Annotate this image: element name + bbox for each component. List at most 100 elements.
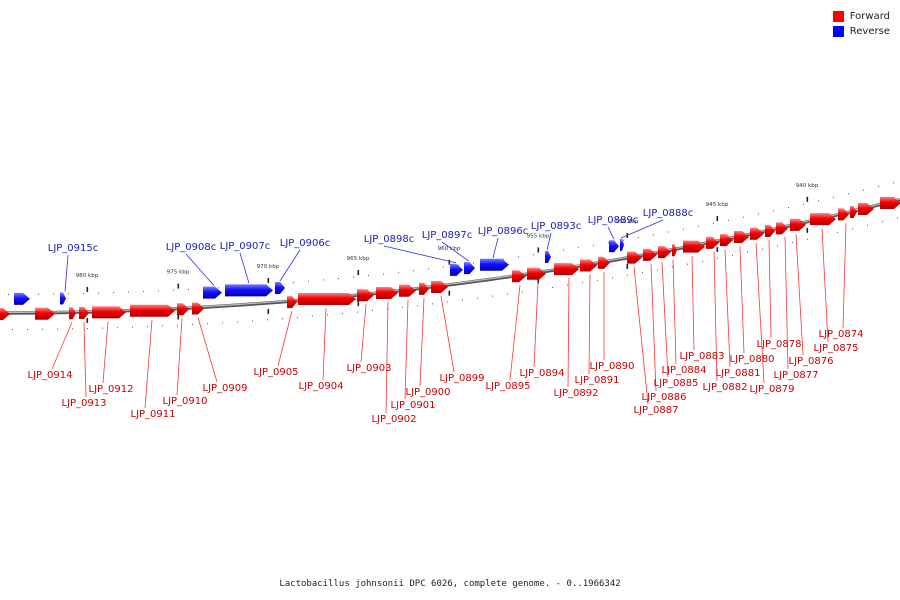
gene-label-forward: LJP_0884 bbox=[662, 365, 707, 376]
leader-line bbox=[279, 249, 301, 282]
leader-line bbox=[588, 274, 591, 375]
minor-tick bbox=[878, 186, 879, 188]
legend: Forward Reverse bbox=[832, 9, 890, 39]
forward-gene bbox=[512, 270, 526, 283]
leader-line bbox=[404, 299, 409, 400]
minor-tick bbox=[338, 278, 339, 280]
forward-gene bbox=[750, 227, 764, 240]
leader-line bbox=[509, 285, 521, 381]
leader-line bbox=[83, 322, 87, 398]
minor-tick bbox=[158, 290, 159, 292]
minor-tick bbox=[72, 328, 73, 330]
leader-line bbox=[784, 236, 789, 370]
gene-label-forward: LJP_0910 bbox=[163, 396, 208, 407]
forward-gene bbox=[776, 222, 788, 235]
forward-gene bbox=[790, 218, 806, 231]
forward-gene bbox=[643, 248, 657, 261]
minor-tick bbox=[312, 315, 313, 317]
forward-gene bbox=[598, 256, 610, 269]
forward-gene bbox=[399, 284, 416, 297]
reverse-gene bbox=[14, 292, 30, 305]
leader-line bbox=[821, 228, 829, 343]
forward-gene bbox=[192, 302, 204, 315]
minor-tick bbox=[132, 326, 133, 328]
gene-label-reverse: LJP_0896c bbox=[478, 226, 529, 237]
minor-tick bbox=[503, 258, 504, 260]
minor-tick bbox=[852, 228, 853, 230]
leader-line bbox=[144, 319, 153, 409]
forward-gene bbox=[627, 251, 642, 264]
minor-tick bbox=[428, 268, 429, 270]
forward-gene bbox=[357, 289, 374, 302]
reverse-gene bbox=[450, 263, 463, 276]
gene-label-forward: LJP_0879 bbox=[750, 384, 795, 395]
minor-tick bbox=[593, 244, 594, 246]
reverse-gene bbox=[464, 262, 475, 275]
forward-gene bbox=[734, 231, 749, 244]
genome-backbone bbox=[0, 197, 900, 315]
minor-tick bbox=[758, 213, 759, 215]
leader-line bbox=[419, 297, 425, 387]
minor-tick bbox=[27, 328, 28, 330]
leader-line bbox=[724, 249, 731, 368]
minor-tick bbox=[12, 328, 13, 330]
leader-line bbox=[713, 251, 718, 382]
leader-line bbox=[322, 308, 327, 381]
gene-label-forward: LJP_0905 bbox=[254, 367, 299, 378]
minor-tick bbox=[117, 327, 118, 329]
minor-tick bbox=[53, 293, 54, 295]
minor-tick bbox=[143, 291, 144, 293]
minor-tick bbox=[608, 242, 609, 244]
major-tick-lower bbox=[716, 247, 719, 253]
minor-tick bbox=[413, 270, 414, 272]
major-tick bbox=[86, 286, 89, 292]
minor-tick bbox=[743, 216, 744, 218]
leader-line bbox=[102, 321, 109, 384]
forward-gene bbox=[35, 307, 55, 320]
leader-line bbox=[755, 242, 765, 384]
major-tick-lower bbox=[448, 290, 451, 296]
minor-tick bbox=[848, 193, 849, 195]
leader-line bbox=[440, 295, 455, 373]
major-tick-lower bbox=[537, 278, 540, 284]
gene-label-forward: LJP_0903 bbox=[347, 363, 392, 374]
minor-tick bbox=[893, 182, 894, 184]
gene-label-forward: LJP_0911 bbox=[131, 409, 176, 420]
gene-label-forward: LJP_0912 bbox=[89, 384, 134, 395]
tick-label: 945 kbp bbox=[706, 202, 729, 208]
minor-tick bbox=[357, 311, 358, 313]
reverse-gene bbox=[203, 286, 222, 299]
leader-line bbox=[176, 318, 183, 396]
minor-tick bbox=[372, 310, 373, 312]
minor-tick bbox=[747, 251, 748, 253]
gene-label-forward: LJP_0904 bbox=[299, 381, 344, 392]
minor-tick bbox=[353, 276, 354, 278]
gene-label-forward: LJP_0877 bbox=[774, 370, 819, 381]
major-tick bbox=[537, 247, 540, 253]
minor-tick bbox=[597, 279, 598, 281]
leader-line bbox=[360, 304, 367, 363]
minor-tick bbox=[627, 274, 628, 276]
minor-tick bbox=[623, 239, 624, 241]
leader-line bbox=[239, 252, 250, 284]
leader-line bbox=[277, 310, 293, 367]
leader-line bbox=[842, 222, 847, 329]
tick-label: 955 kbp bbox=[527, 233, 550, 239]
leader-line bbox=[607, 226, 615, 240]
minor-tick bbox=[522, 291, 523, 293]
leader-line bbox=[546, 232, 552, 251]
forward-gene bbox=[720, 234, 733, 247]
leader-line bbox=[51, 322, 73, 370]
minor-tick bbox=[128, 291, 129, 293]
gene-label-forward: LJP_0901 bbox=[391, 400, 436, 411]
gene-label-forward: LJP_0909 bbox=[203, 383, 248, 394]
leader-line bbox=[691, 255, 695, 351]
minor-tick bbox=[398, 271, 399, 273]
minor-tick bbox=[443, 266, 444, 268]
gene-label-reverse: LJP_0889c bbox=[588, 215, 639, 226]
gene-label-forward: LJP_0882 bbox=[703, 382, 748, 393]
forward-gene bbox=[92, 306, 126, 319]
forward-gene bbox=[69, 307, 76, 320]
minor-tick bbox=[507, 293, 508, 295]
minor-tick bbox=[98, 292, 99, 294]
